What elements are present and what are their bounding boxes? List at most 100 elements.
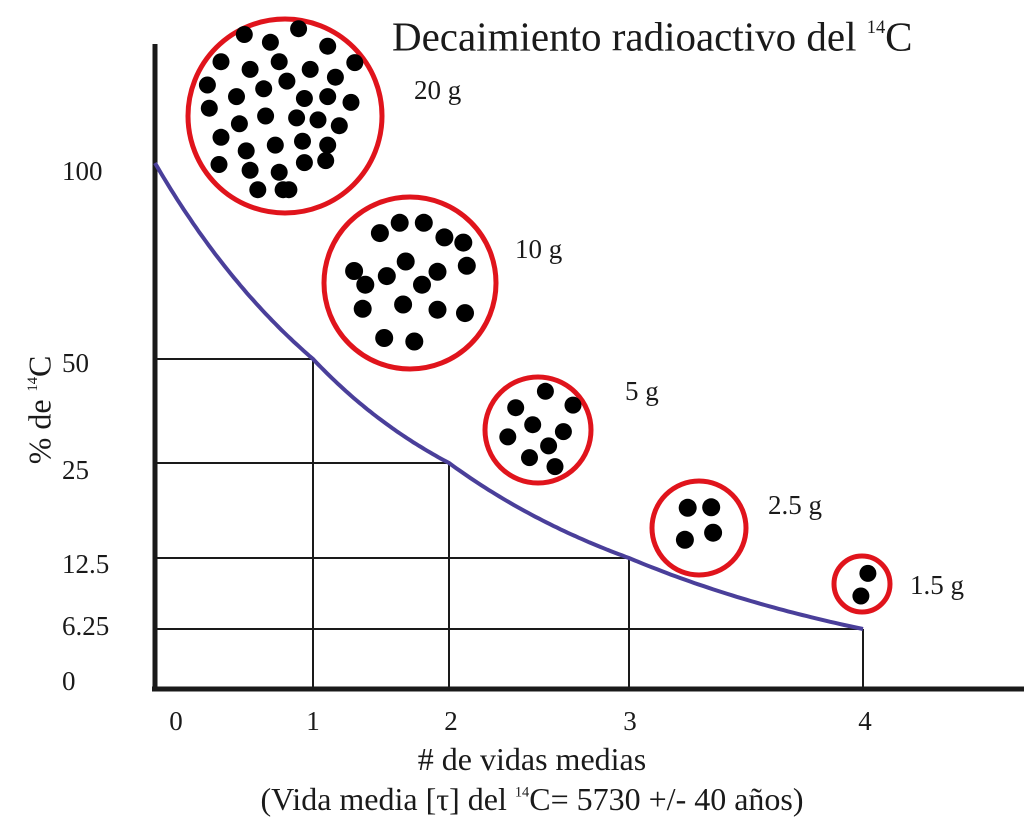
atom-dot [230,115,248,133]
atom-dot [370,224,389,243]
mass-label: 20 g [414,75,461,105]
sample-circle [831,553,893,615]
atom-dot [346,54,364,72]
x-tick-label: 0 [169,706,183,736]
sample-circle-group: 10 g [321,194,562,372]
atom-dot [210,156,228,173]
tick-labels: 0 1 2 3 4 100 50 25 12.5 6.25 0 [62,156,872,736]
x-tick-label: 2 [444,706,458,736]
mass-label: 2.5 g [768,490,822,520]
mass-label: 1.5 g [910,570,964,600]
atom-dot [457,256,476,275]
x-axis-sublabel: (Vida media [τ] del 14C= 5730 +/- 40 año… [260,781,804,817]
atom-dot [499,428,517,446]
y-tick-label: 50 [62,348,89,378]
atom-dot [852,587,870,605]
atom-dot [295,154,313,172]
y-tick-label: 0 [62,666,76,696]
atom-dot [278,72,296,90]
atom-dot [413,275,431,294]
atom-dot [274,181,292,199]
atom-dot [198,76,216,94]
atom-dot [249,181,267,199]
sample-circle [649,478,749,578]
atom-dot [212,53,230,71]
mass-label: 5 g [625,376,659,406]
atom-dot [428,300,447,319]
atom-dot [390,213,409,232]
atom-dot [356,275,375,294]
y-tick-label: 12.5 [62,549,109,579]
atom-dot [414,213,433,232]
atom-dot [435,228,454,247]
decay-curve-group [153,161,864,631]
x-tick-label: 1 [306,706,320,736]
atom-dot [704,523,723,542]
atom-dot [353,299,372,318]
sample-circle-group: 1.5 g [831,553,964,615]
x-tick-label: 3 [623,706,637,736]
atom-dot [536,382,554,400]
atom-dot [319,136,337,154]
atom-dot [288,109,306,127]
atom-dot [237,142,255,160]
atom-dot [554,423,572,441]
atom-dot [309,111,327,129]
atom-dot [405,332,424,351]
atom-dot [301,60,319,78]
atom-dot [675,530,694,549]
atom-dot [255,80,273,98]
atom-dot [564,396,582,414]
axes [152,44,1024,692]
atom-dot [261,33,279,51]
atom-dot [319,37,337,55]
atom-dot [678,498,697,517]
y-tick-label: 25 [62,455,89,485]
atom-dot [342,93,360,111]
atom-dot [270,53,288,71]
atom-dot [290,20,308,38]
y-tick-label: 100 [62,156,103,186]
x-tick-label: 4 [858,706,872,736]
atom-dot [456,304,474,323]
y-axis-label: % de 14C [21,355,58,465]
sample-circles: 20 g 10 g 5 g 2.5 g 1.5 g [185,16,964,615]
x-axis-label: # de vidas medias [417,741,647,777]
atom-dot [454,233,473,252]
atom-dot [212,128,230,146]
atom-dot [546,458,564,476]
atom-dot [859,564,877,582]
sample-circle-group: 20 g [185,16,461,216]
y-tick-label: 6.25 [62,611,109,641]
atom-dot [377,267,396,286]
atom-dot [270,163,288,181]
atom-dot [396,252,415,271]
sample-circle-group: 5 g [482,374,659,486]
atom-dot [200,99,218,117]
atom-dot [266,136,284,154]
atom-dot [241,161,259,179]
atom-dot [521,449,538,467]
atom-dot [326,68,344,86]
atom-dot [330,117,348,135]
atom-dot [507,399,525,417]
atom-dot [345,262,364,280]
sample-circle-group: 2.5 g [649,478,822,578]
atom-dot [319,88,337,106]
chart-title: Decaimiento radioactivo del 14C [392,13,913,60]
atom-dot [257,107,275,125]
atom-dot [294,132,311,150]
atom-dot [702,498,721,517]
sample-circle [185,16,385,216]
atom-dot [375,329,394,347]
decay-curve [153,161,864,631]
atom-dot [235,26,253,43]
atom-dot [241,60,259,78]
atom-dot [428,262,447,281]
atom-dot [228,88,245,106]
atom-dot [317,152,335,170]
step-grid [155,358,864,689]
atom-dot [524,416,542,434]
atom-dot [540,437,558,455]
